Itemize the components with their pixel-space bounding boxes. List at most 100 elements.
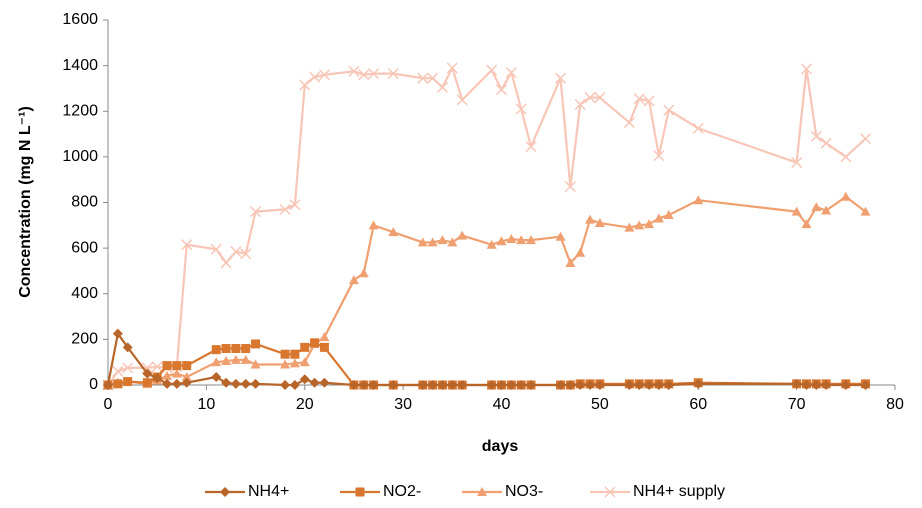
marker (565, 257, 576, 267)
marker (436, 81, 449, 93)
marker (309, 71, 321, 83)
marker (457, 380, 468, 390)
marker (319, 342, 329, 352)
legend-marker (477, 487, 487, 496)
marker (653, 150, 665, 162)
x-tick-label: 80 (886, 396, 904, 413)
marker (555, 231, 566, 241)
marker (860, 206, 871, 216)
marker (624, 222, 635, 232)
marker (280, 380, 291, 390)
marker (791, 157, 803, 169)
marker (289, 199, 301, 211)
marker (318, 69, 330, 81)
marker (250, 206, 262, 218)
marker (122, 362, 134, 374)
marker (644, 219, 655, 229)
marker (348, 380, 359, 390)
marker (506, 380, 517, 390)
marker (141, 362, 153, 374)
x-tick-label: 50 (591, 396, 609, 413)
marker (300, 342, 310, 352)
marker (506, 234, 517, 243)
marker (211, 372, 222, 383)
legend-marker (220, 487, 230, 497)
marker (840, 151, 852, 163)
marker (289, 358, 300, 368)
marker (811, 202, 822, 212)
marker (358, 268, 369, 278)
legend-label: NH4+ supply (633, 483, 725, 500)
marker (801, 219, 812, 229)
marker (388, 380, 399, 390)
marker (516, 235, 527, 245)
marker (496, 380, 507, 390)
marker (230, 354, 241, 364)
marker (594, 380, 605, 390)
marker (634, 220, 645, 230)
marker (123, 377, 133, 387)
marker (240, 378, 251, 389)
marker (653, 213, 664, 223)
marker (791, 206, 802, 216)
marker (427, 380, 438, 390)
marker (299, 374, 310, 385)
marker (122, 342, 133, 353)
marker (456, 94, 468, 106)
marker (250, 359, 261, 369)
marker (505, 66, 517, 78)
y-tick-label: 800 (71, 194, 98, 211)
marker (221, 356, 232, 366)
marker (181, 372, 192, 382)
marker (113, 379, 123, 389)
marker (437, 380, 448, 390)
marker (634, 380, 645, 390)
marker (231, 344, 241, 353)
marker (299, 79, 311, 91)
marker (112, 365, 124, 377)
marker (289, 380, 300, 390)
marker (800, 63, 812, 75)
marker (142, 378, 152, 388)
x-axis-title: days (482, 438, 519, 455)
marker (585, 214, 596, 224)
y-axis-title: Concentration (mg N L⁻¹) (17, 106, 34, 298)
marker (633, 93, 645, 105)
marker (152, 373, 163, 384)
marker (594, 92, 606, 104)
marker (368, 220, 379, 230)
marker (821, 205, 832, 215)
x-tick-label: 40 (493, 396, 511, 413)
y-tick-label: 1600 (62, 11, 98, 28)
marker (348, 65, 360, 77)
marker (368, 68, 380, 80)
x-tick-label: 70 (788, 396, 806, 413)
marker (564, 181, 576, 193)
marker (446, 62, 458, 74)
marker (162, 378, 173, 389)
marker (820, 137, 832, 149)
marker (280, 359, 291, 369)
marker (624, 380, 635, 390)
marker (663, 380, 674, 390)
marker (280, 349, 290, 359)
series-line (106, 332, 866, 387)
marker (516, 380, 527, 390)
marker (840, 191, 851, 201)
marker (447, 237, 458, 247)
marker (644, 380, 655, 390)
marker (211, 357, 222, 367)
marker (142, 368, 153, 379)
x-tick-label: 10 (197, 396, 215, 413)
marker (211, 345, 221, 355)
marker (693, 378, 704, 389)
marker (584, 92, 596, 104)
marker (348, 275, 359, 285)
x-tick-label: 0 (104, 396, 113, 413)
marker (319, 332, 330, 342)
marker (358, 380, 369, 390)
marker (495, 84, 508, 96)
y-tick-label: 200 (71, 331, 98, 348)
marker (663, 104, 675, 116)
y-tick-label: 0 (89, 376, 98, 393)
